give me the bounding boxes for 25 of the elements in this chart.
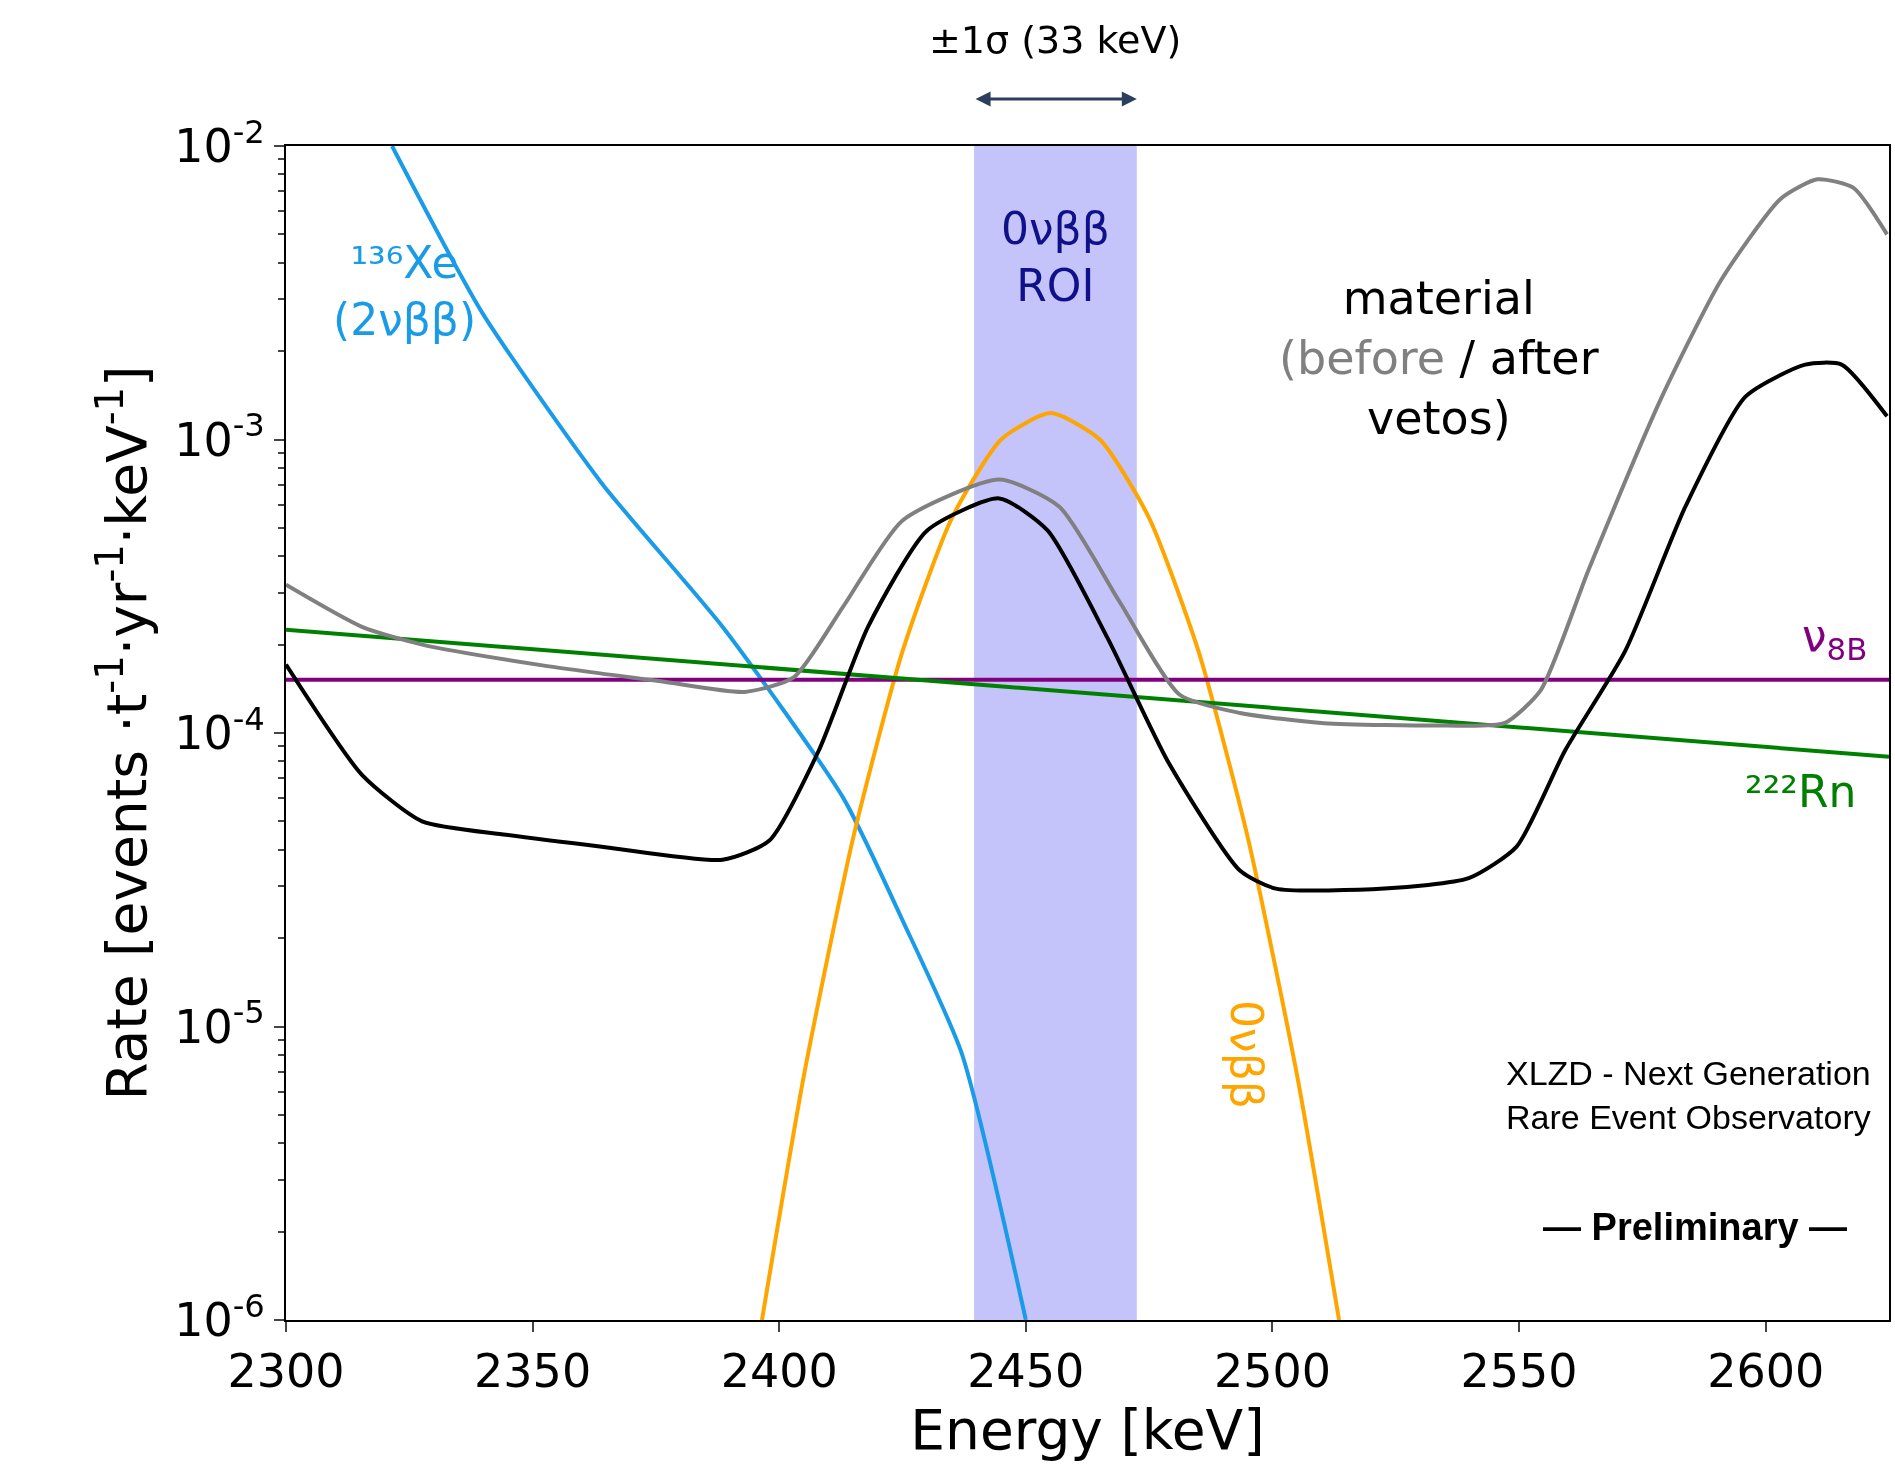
x-tick-label: 2500 — [1213, 1344, 1331, 1399]
y-tick-label: 10$^{-3}$ — [174, 406, 265, 467]
text: 0νββ — [1220, 1000, 1272, 1109]
annotation: material — [1342, 271, 1535, 325]
text: / after — [1459, 330, 1599, 385]
annotation: vetos) — [1366, 390, 1511, 445]
y-tick-label: 10$^{-5}$ — [174, 993, 265, 1054]
x-tick-label: 2600 — [1707, 1344, 1825, 1399]
x-axis-title: Energy [keV] — [910, 1398, 1265, 1463]
band-label: 0νββ ROI — [1001, 203, 1110, 312]
x-tick-label: 2350 — [474, 1344, 592, 1399]
series-label: ¹³⁶Xe (2νββ) — [333, 237, 477, 346]
text: ±1σ (33 keV) — [929, 18, 1182, 62]
y-tick-label: 10$^{-2}$ — [174, 112, 265, 174]
series-label: ν$_{8B}$ — [1802, 610, 1868, 668]
annotation: XLZD - Next Generation Rare Event Observatory — [1506, 1054, 1871, 1137]
x-tick-label: 2450 — [967, 1344, 1085, 1399]
line-series — [286, 177, 1889, 728]
x-tick-label: 2550 — [1460, 1344, 1578, 1399]
y-tick-label: 10$^{-4}$ — [174, 699, 265, 761]
x-tick-label: 2400 — [720, 1344, 838, 1399]
text: (before — [1279, 330, 1445, 385]
annotation: — Preliminary — — [1543, 1206, 1848, 1248]
series-label: ²²²Rn — [1745, 766, 1857, 817]
line-series — [759, 411, 1342, 1320]
